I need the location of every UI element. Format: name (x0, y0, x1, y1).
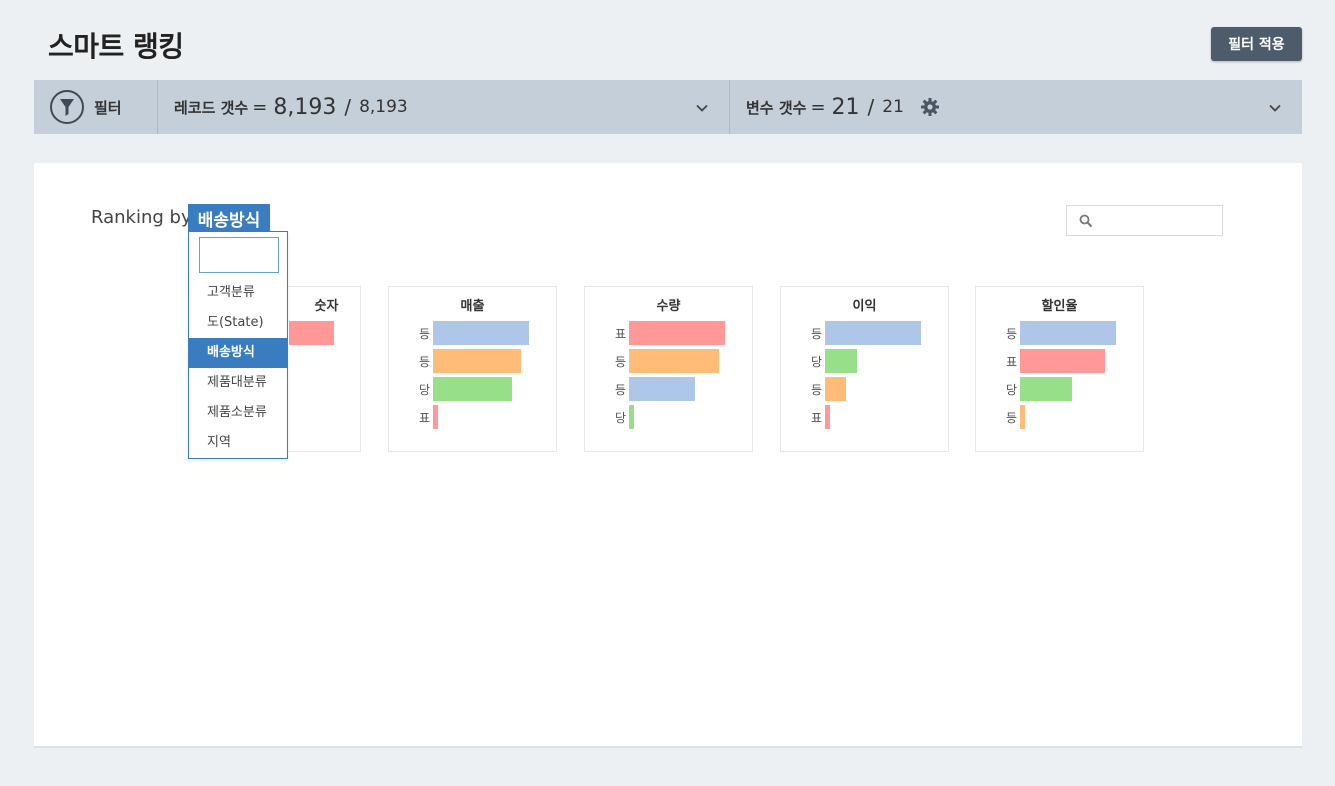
chart-bar[interactable] (433, 321, 529, 345)
bar-label: 표 (811, 411, 823, 425)
variable-count-equals: = (810, 96, 826, 118)
chart-bar-row: 등 (781, 321, 948, 345)
record-count-filtered: 8,193 (273, 94, 337, 120)
chart-bar[interactable] (825, 405, 830, 429)
chart-bar-row: 등 (389, 349, 556, 373)
filter-bar: 필터 레코드 갯수 = 8,193 / 8,193 변수 갯수 = 21 / 2… (34, 80, 1302, 134)
dropdown-option[interactable]: 제품대분류 (207, 375, 267, 390)
variable-count-label: 변수 갯수 (746, 98, 807, 117)
chart-bar-row: 표 (976, 349, 1143, 373)
bar-label: 등 (419, 355, 431, 369)
chart-bar-row: 당 (781, 349, 948, 373)
record-count-label: 레코드 갯수 (174, 98, 249, 117)
chart-bar[interactable] (825, 349, 857, 373)
variable-count-total: 21 (882, 97, 904, 117)
chart-bar-row (193, 321, 360, 345)
filter-label: 필터 (94, 98, 122, 117)
ranking-chart-card[interactable]: 수량 표 등 등 당 (584, 286, 753, 452)
chart-bar[interactable] (825, 321, 921, 345)
chart-bar[interactable] (433, 405, 438, 429)
chart-bar[interactable] (289, 321, 334, 345)
record-count-section[interactable]: 레코드 갯수 = 8,193 / 8,193 (158, 80, 730, 134)
bar-label: 등 (615, 383, 627, 397)
page-title: 스마트 랭킹 (48, 30, 184, 63)
bar-label: 등 (1006, 411, 1018, 425)
variable-count-filtered: 21 (831, 94, 860, 120)
chart-title: 이익 (852, 299, 877, 314)
chart-bar[interactable] (629, 377, 695, 401)
variable-count-separator: / (867, 95, 875, 119)
bar-label: 등 (811, 383, 823, 397)
chart-bar-row: 당 (585, 405, 752, 429)
ranking-variable-select[interactable]: 배송방식 (188, 204, 270, 232)
record-count-equals: = (252, 96, 268, 118)
chevron-down-icon[interactable] (695, 100, 709, 119)
variable-count-section[interactable]: 변수 갯수 = 21 / 21 (730, 80, 1302, 134)
chart-bar-row: 표 (389, 405, 556, 429)
bar-label: 당 (419, 383, 431, 397)
bar-label: 등 (419, 327, 431, 341)
chart-bar-row: 등 (389, 321, 556, 345)
gear-icon[interactable] (920, 97, 940, 117)
dropdown-search-input[interactable] (199, 237, 279, 273)
chart-bar-row: 등 (976, 321, 1143, 345)
dropdown-option[interactable]: 배송방식 (189, 338, 287, 368)
search-box[interactable] (1066, 205, 1223, 236)
chart-title: 수량 (656, 299, 681, 314)
bar-label: 등 (811, 327, 823, 341)
chart-bar[interactable] (629, 321, 725, 345)
bar-label: 표 (615, 327, 627, 341)
dropdown-option[interactable]: 도(State) (207, 315, 264, 330)
dropdown-option[interactable]: 제품소분류 (207, 405, 267, 420)
chevron-down-icon[interactable] (1268, 100, 1282, 119)
bar-label: 당 (1006, 383, 1018, 397)
chart-bar-row: 당 (389, 377, 556, 401)
bar-label: 등 (615, 355, 627, 369)
search-icon (1079, 213, 1093, 232)
dropdown-option[interactable]: 고객분류 (207, 285, 255, 300)
chart-bar[interactable] (825, 377, 846, 401)
chart-bar[interactable] (1020, 377, 1072, 401)
chart-bar[interactable] (1020, 321, 1116, 345)
chart-bar-row: 등 (585, 349, 752, 373)
chart-bar[interactable] (629, 405, 634, 429)
bar-label: 당 (811, 355, 823, 369)
filter-toggle[interactable]: 필터 (34, 80, 158, 134)
bar-label: 표 (419, 411, 431, 425)
funnel-icon (50, 90, 84, 124)
ranking-chart-card[interactable]: 할인율 등 표 당 등 (975, 286, 1144, 452)
chart-title: 숫자 (314, 299, 339, 314)
dropdown-option[interactable]: 지역 (207, 435, 231, 450)
search-input[interactable] (1099, 209, 1217, 232)
chart-title: 매출 (460, 299, 485, 314)
ranking-chart-card[interactable]: 매출 등 등 당 표 (388, 286, 557, 452)
record-count-total: 8,193 (359, 97, 408, 117)
record-count-separator: / (344, 95, 352, 119)
apply-filter-button[interactable]: 필터 적용 (1211, 27, 1302, 61)
chart-bar-row: 등 (781, 377, 948, 401)
chart-bar-row: 당 (976, 377, 1143, 401)
chart-bar[interactable] (629, 349, 719, 373)
chart-title: 할인율 (1041, 299, 1078, 314)
chart-bar[interactable] (1020, 405, 1025, 429)
ranking-by-label: Ranking by (91, 207, 192, 228)
bar-label: 등 (1006, 327, 1018, 341)
chart-bar[interactable] (433, 377, 512, 401)
chart-bar[interactable] (433, 349, 521, 373)
bar-label: 당 (615, 411, 627, 425)
chart-bar-row: 등 (976, 405, 1143, 429)
chart-bar[interactable] (1020, 349, 1105, 373)
chart-bar-row: 표 (585, 321, 752, 345)
chart-bar-row: 등 (585, 377, 752, 401)
bar-label: 표 (1006, 355, 1018, 369)
ranking-chart-card[interactable]: 이익 등 당 등 표 (780, 286, 949, 452)
chart-bar-row: 표 (781, 405, 948, 429)
